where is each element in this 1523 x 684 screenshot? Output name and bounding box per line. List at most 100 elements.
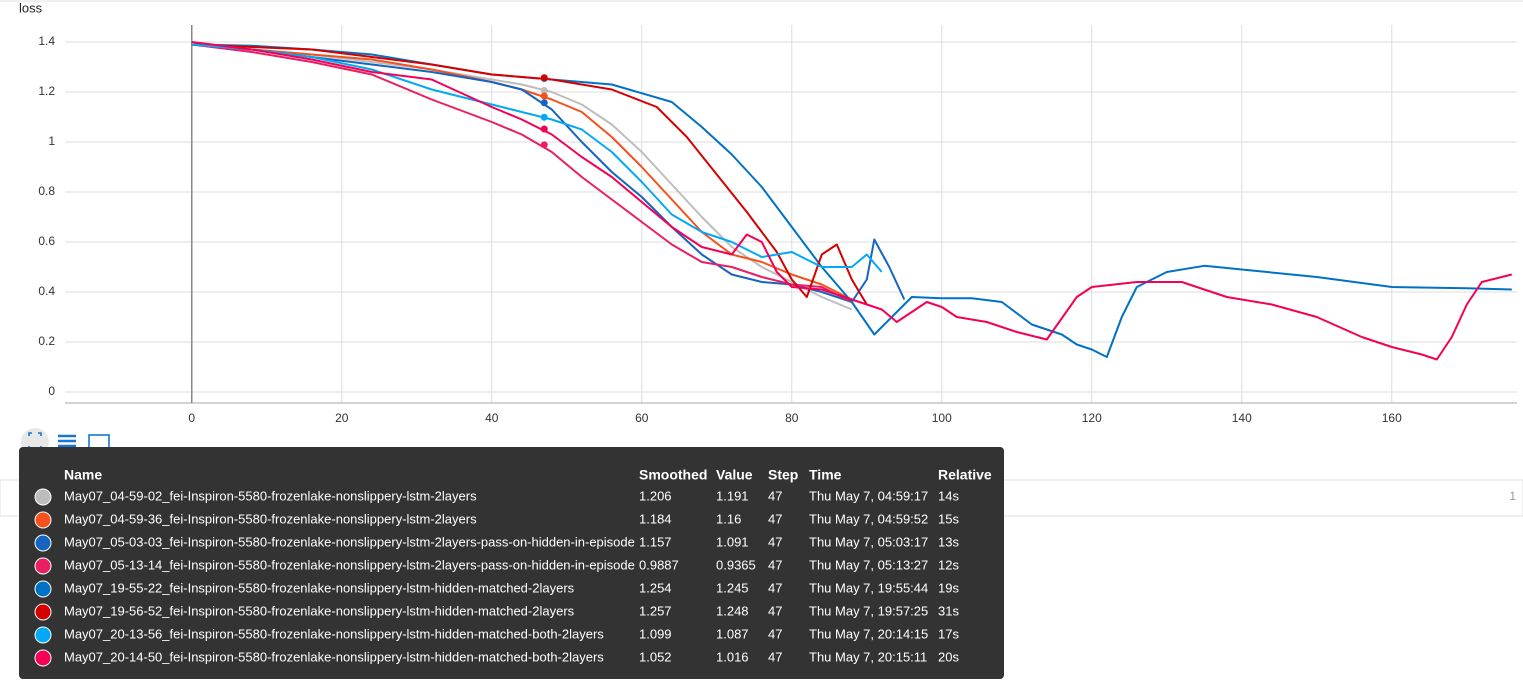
tooltip-header: Relative bbox=[938, 467, 992, 483]
tooltip-cell: 1.157 bbox=[639, 534, 672, 549]
tooltip-cell: Thu May 7, 05:13:27 bbox=[809, 557, 928, 572]
x-tick-label: 60 bbox=[635, 411, 649, 425]
hover-marker bbox=[540, 125, 548, 133]
tooltip-cell: 47 bbox=[768, 626, 782, 641]
hover-marker bbox=[540, 87, 548, 94]
y-tick-label: 0.4 bbox=[38, 284, 55, 298]
series-line bbox=[191, 41, 1513, 361]
legend-swatch bbox=[34, 557, 52, 575]
tooltip-header: Time bbox=[809, 467, 842, 483]
legend-swatch bbox=[34, 534, 52, 552]
series-name: May07_20-14-50_fei-Inspiron-5580-frozenl… bbox=[64, 649, 604, 664]
series-name: May07_05-13-14_fei-Inspiron-5580-frozenl… bbox=[64, 557, 635, 572]
series-name: May07_04-59-02_fei-Inspiron-5580-frozenl… bbox=[64, 488, 477, 503]
tooltip-cell: 47 bbox=[768, 603, 782, 618]
y-tick-label: 0.2 bbox=[38, 334, 55, 348]
tooltip-cell: 14s bbox=[938, 488, 959, 503]
y-tick-label: 1.2 bbox=[38, 84, 55, 98]
tooltip-cell: 1.206 bbox=[639, 488, 672, 503]
legend-swatch bbox=[34, 649, 52, 667]
x-tick-label: 20 bbox=[335, 411, 349, 425]
tooltip-cell: 15s bbox=[938, 511, 959, 526]
tooltip-cell: 1.016 bbox=[716, 649, 749, 664]
tooltip-cell: Thu May 7, 04:59:52 bbox=[809, 511, 928, 526]
series-line bbox=[191, 43, 868, 306]
tooltip-cell: 0.9887 bbox=[639, 557, 679, 572]
series-line bbox=[191, 43, 853, 301]
tooltip-cell: 1.091 bbox=[716, 534, 749, 549]
series-line bbox=[191, 43, 906, 303]
x-tick-label: 120 bbox=[1082, 411, 1102, 425]
legend-swatch bbox=[34, 511, 52, 529]
tooltip-bg bbox=[19, 447, 1004, 679]
tooltip-header: Value bbox=[716, 467, 753, 483]
tooltip-cell: Thu May 7, 05:03:17 bbox=[809, 534, 928, 549]
legend-swatch bbox=[34, 488, 52, 506]
tooltip-cell: 47 bbox=[768, 511, 782, 526]
y-tick-label: 0.6 bbox=[38, 234, 55, 248]
tooltip-header: Smoothed bbox=[639, 467, 707, 483]
fit-icon[interactable] bbox=[28, 432, 42, 450]
tooltip-cell: 0.9365 bbox=[716, 557, 756, 572]
tooltip-cell: 19s bbox=[938, 580, 959, 595]
tooltip-cell: 12s bbox=[938, 557, 959, 572]
series-line bbox=[191, 43, 1512, 358]
tooltip-cell: Thu May 7, 20:15:11 bbox=[809, 649, 927, 664]
x-tick-label: 0 bbox=[188, 411, 195, 425]
tooltip-cell: 1.052 bbox=[639, 649, 672, 664]
tooltip-cell: 20s bbox=[938, 649, 959, 664]
y-tick-label: 0 bbox=[48, 384, 55, 398]
hover-marker bbox=[540, 92, 548, 100]
tooltip-header: Name bbox=[64, 467, 102, 483]
series-line bbox=[191, 43, 853, 311]
tooltip-cell: 47 bbox=[768, 649, 782, 664]
tooltip-cell: 47 bbox=[768, 488, 782, 503]
hover-marker bbox=[540, 113, 548, 121]
tooltip-cell: Thu May 7, 04:59:17 bbox=[809, 488, 928, 503]
y-tick-label: 1 bbox=[48, 134, 55, 148]
tooltip-cell: 1.087 bbox=[716, 626, 749, 641]
x-tick-label: 80 bbox=[785, 411, 799, 425]
x-tick-label: 140 bbox=[1232, 411, 1252, 425]
tooltip-cell: 13s bbox=[938, 534, 959, 549]
tooltip-cell: 17s bbox=[938, 626, 959, 641]
series-name: May07_04-59-36_fei-Inspiron-5580-frozenl… bbox=[64, 511, 477, 526]
tooltip-cell: 47 bbox=[768, 534, 782, 549]
tooltip-cell: Thu May 7, 19:57:25 bbox=[809, 603, 928, 618]
tooltip-cell: 1.245 bbox=[716, 580, 749, 595]
tooltip-cell: Thu May 7, 19:55:44 bbox=[809, 580, 928, 595]
chart-title: loss bbox=[19, 0, 43, 15]
legend-swatch bbox=[34, 626, 52, 644]
tooltip-cell: 1.248 bbox=[716, 603, 749, 618]
legend-swatch bbox=[34, 580, 52, 598]
list-icon[interactable] bbox=[58, 434, 76, 452]
series-name: May07_19-55-22_fei-Inspiron-5580-frozenl… bbox=[64, 580, 575, 595]
tooltip-cell: 1.191 bbox=[716, 488, 749, 503]
tooltip-cell: Thu May 7, 20:14:15 bbox=[809, 626, 928, 641]
hover-marker bbox=[540, 74, 548, 82]
tooltip-cell: 47 bbox=[768, 580, 782, 595]
y-tick-label: 1.4 bbox=[38, 34, 55, 48]
series-name: May07_19-56-52_fei-Inspiron-5580-frozenl… bbox=[64, 603, 575, 618]
tooltip-header: Step bbox=[768, 467, 798, 483]
tooltip-cell: 1.257 bbox=[639, 603, 672, 618]
x-tick-label: 160 bbox=[1382, 411, 1402, 425]
plot: 0 0.2 0.4 0.6 0.8 1 1.2 1.4 0 20 40 60 80 100 120 140 16… bbox=[38, 25, 1517, 425]
tooltip-cell: 1.184 bbox=[639, 511, 672, 526]
series-line bbox=[191, 43, 853, 303]
hover-marker bbox=[540, 99, 548, 107]
tooltip-cell: 47 bbox=[768, 557, 782, 572]
x-tick-label: 40 bbox=[485, 411, 499, 425]
series-name: May07_05-03-03_fei-Inspiron-5580-frozenl… bbox=[64, 534, 635, 549]
panel-value: 1 bbox=[1509, 489, 1516, 503]
series-name: May07_20-13-56_fei-Inspiron-5580-frozenl… bbox=[64, 626, 604, 641]
y-tick-label: 0.8 bbox=[38, 184, 55, 198]
tooltip-cell: 1.16 bbox=[716, 511, 741, 526]
legend-swatch bbox=[34, 603, 52, 621]
tooltip: Name Smoothed Value Step Time Relative May07_0… bbox=[19, 447, 1004, 679]
x-tick-label: 100 bbox=[932, 411, 952, 425]
tooltip-cell: 1.254 bbox=[639, 580, 672, 595]
tooltip-cell: 1.099 bbox=[639, 626, 672, 641]
hover-marker bbox=[540, 141, 548, 149]
